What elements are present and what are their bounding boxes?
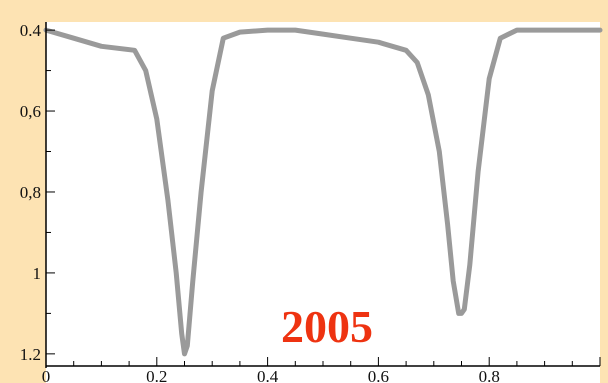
y-tick-label: 0.4 bbox=[20, 21, 42, 40]
x-tick-label: 0.4 bbox=[257, 367, 279, 383]
series-line-0 bbox=[43, 27, 603, 357]
page-strip-right bbox=[600, 0, 608, 383]
x-tick-label: 0.6 bbox=[368, 367, 389, 383]
x-tick-label: 0 bbox=[42, 367, 51, 383]
y-tick-label: 0,6 bbox=[20, 102, 41, 121]
axes: 0.4 0,6 0,8 1 1.20 0.2 0.4 0.6 0.8 bbox=[20, 21, 601, 383]
x-tick-label: 0.2 bbox=[146, 367, 167, 383]
y-tick-label: 0,8 bbox=[20, 183, 41, 202]
y-tick-label: 1 bbox=[33, 264, 42, 283]
y-tick-label: 1.2 bbox=[20, 345, 41, 364]
plot-area bbox=[43, 27, 603, 357]
page-strip-top bbox=[0, 0, 608, 22]
year-annotation: 2005 bbox=[281, 301, 373, 352]
x-tick-label: 0.8 bbox=[479, 367, 500, 383]
